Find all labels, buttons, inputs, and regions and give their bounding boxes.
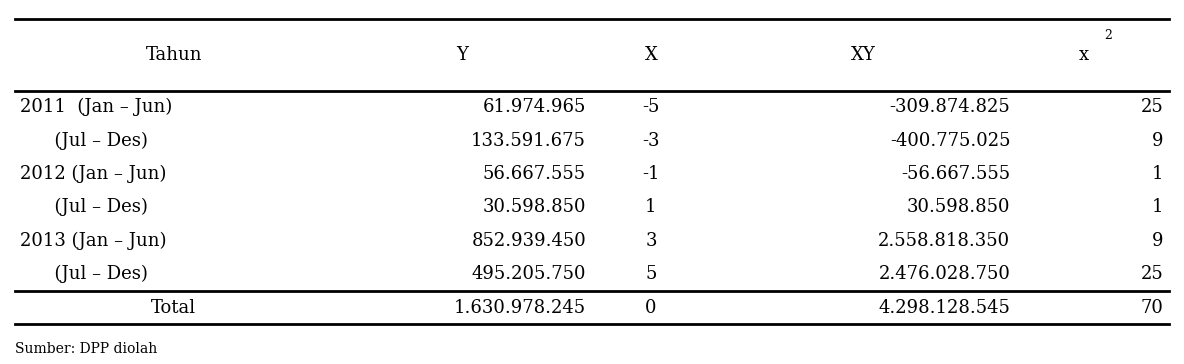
Text: 25: 25 [1141,265,1164,283]
Text: X: X [644,46,657,64]
Text: 2.558.818.350: 2.558.818.350 [879,232,1010,250]
Text: (Jul – Des): (Jul – Des) [20,131,148,150]
Text: -400.775.025: -400.775.025 [890,132,1010,150]
Text: Y: Y [457,46,469,64]
Text: 1: 1 [1152,165,1164,183]
Text: -1: -1 [642,165,659,183]
Text: Sumber: DPP diolah: Sumber: DPP diolah [14,342,156,356]
Text: -3: -3 [642,132,659,150]
Text: 2011  (Jan – Jun): 2011 (Jan – Jun) [20,98,173,116]
Text: 2012 (Jan – Jun): 2012 (Jan – Jun) [20,165,167,183]
Text: XY: XY [850,46,875,64]
Text: 1.630.978.245: 1.630.978.245 [453,299,586,317]
Text: 5: 5 [645,265,657,283]
Text: 2.476.028.750: 2.476.028.750 [879,265,1010,283]
Text: (Jul – Des): (Jul – Des) [20,198,148,216]
Text: 61.974.965: 61.974.965 [483,98,586,116]
Text: 25: 25 [1141,98,1164,116]
Text: 56.667.555: 56.667.555 [483,165,586,183]
Text: 30.598.850: 30.598.850 [907,198,1010,216]
Text: (Jul – Des): (Jul – Des) [20,265,148,283]
Text: Total: Total [152,299,197,317]
Text: 9: 9 [1152,132,1164,150]
Text: 3: 3 [645,232,657,250]
Text: -5: -5 [642,98,659,116]
Text: 30.598.850: 30.598.850 [483,198,586,216]
Text: 4.298.128.545: 4.298.128.545 [879,299,1010,317]
Text: 9: 9 [1152,232,1164,250]
Text: 852.939.450: 852.939.450 [471,232,586,250]
Text: Tahun: Tahun [146,46,202,64]
Text: 2: 2 [1105,28,1112,41]
Text: 0: 0 [645,299,657,317]
Text: -309.874.825: -309.874.825 [889,98,1010,116]
Text: 2013 (Jan – Jun): 2013 (Jan – Jun) [20,232,167,250]
Text: -56.667.555: -56.667.555 [901,165,1010,183]
Text: 1: 1 [645,198,657,216]
Text: x: x [1079,46,1088,64]
Text: 70: 70 [1140,299,1164,317]
Text: 1: 1 [1152,198,1164,216]
Text: 133.591.675: 133.591.675 [471,132,586,150]
Text: 495.205.750: 495.205.750 [471,265,586,283]
